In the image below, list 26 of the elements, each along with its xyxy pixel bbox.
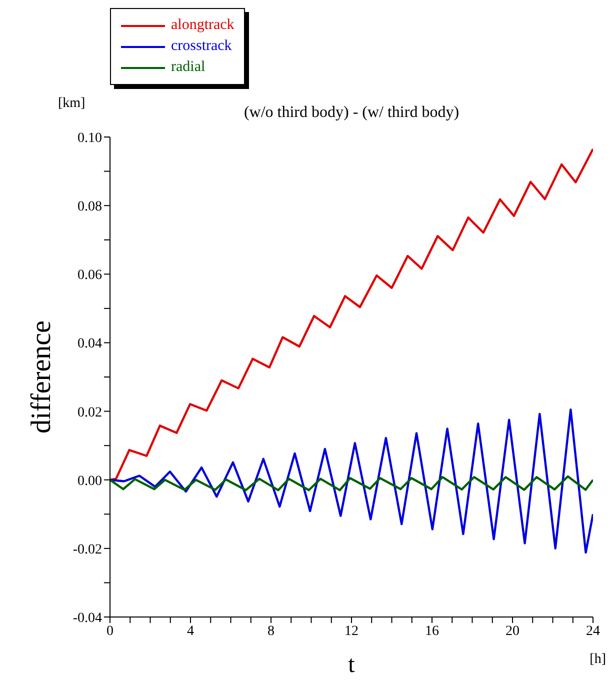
legend-label: crosstrack — [171, 38, 232, 55]
y-tick-label: 0.10 — [78, 130, 102, 146]
y-tick-label: 0.06 — [78, 268, 102, 284]
y-tick-label: 0.00 — [78, 474, 102, 489]
x-tick-label: 8 — [268, 624, 274, 639]
x-tick-label: 12 — [344, 624, 358, 639]
y-tick-label: 0.02 — [78, 405, 102, 420]
line-series — [110, 148, 593, 481]
text: [h] — [590, 652, 606, 668]
chart-title: (w/o third body) - (w/ third body) — [242, 104, 460, 122]
y-tick-label: 0.08 — [78, 200, 102, 215]
x-tick-label: 20 — [506, 624, 520, 639]
x-tick-label: 0 — [106, 624, 114, 639]
line-series — [110, 475, 593, 492]
text: [km] — [58, 96, 86, 112]
x-tick-label: 24 — [586, 624, 600, 639]
x-tick-label: 16 — [425, 624, 439, 639]
legend-label: radial — [171, 59, 206, 76]
x-axis-title: t — [348, 652, 355, 678]
x-tick-label: 4 — [187, 624, 194, 639]
y-tick-label: -0.04 — [72, 610, 102, 626]
y-tick-label: 0.04 — [78, 336, 102, 352]
legend-label: alongtrack — [171, 17, 234, 34]
y-axis-title: difference — [25, 320, 58, 434]
line-series — [110, 408, 593, 554]
y-tick-label: -0.02 — [72, 542, 102, 558]
